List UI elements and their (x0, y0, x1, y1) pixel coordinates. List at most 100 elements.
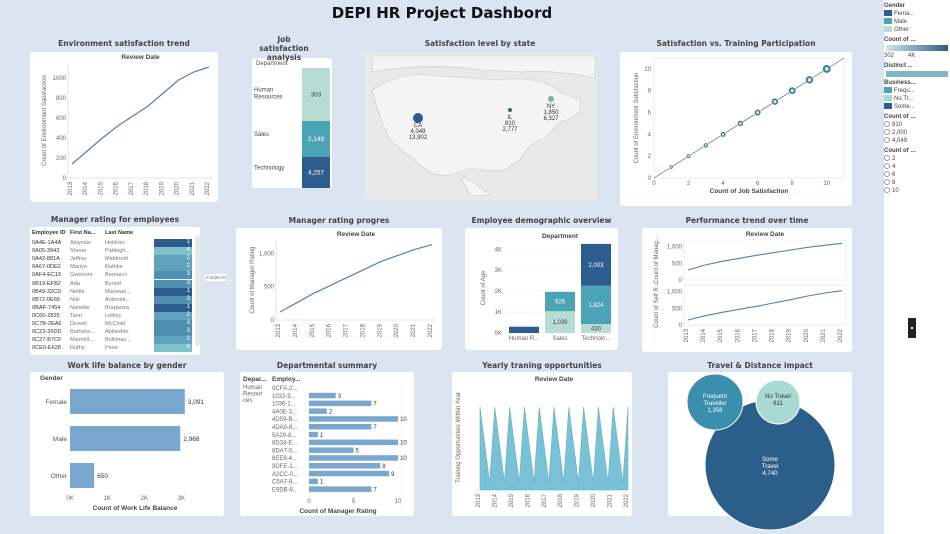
perf-x-tick: 2021 (821, 328, 827, 342)
train-x-tick: 2022 (624, 493, 630, 507)
sat-y-tick: 10 (644, 67, 651, 73)
mgr-table[interactable]: Employee ID First Na... Last Name 0A4E-1A4A… (32, 229, 200, 354)
demo-bar (581, 285, 611, 324)
dept-employee: 4D59-B... (272, 417, 298, 423)
wlb-bar (70, 463, 95, 488)
dept-value: 8 (382, 464, 386, 470)
legend-item[interactable]: Male (884, 18, 950, 26)
legend-item[interactable]: Fema... (884, 10, 950, 18)
mgr-cell-id: 0A05-3943 (32, 248, 60, 255)
legend-item[interactable]: 8 (884, 179, 950, 187)
legend-gradient (886, 45, 948, 51)
dept-bar (309, 408, 327, 414)
mgr-rating-cell: 3 (154, 271, 192, 280)
table-row[interactable]: 0C7B-2EA6 Dewell McCloid 3 (32, 320, 192, 329)
wlb-bar (70, 389, 185, 414)
legend-item[interactable]: 4,049 (884, 137, 950, 145)
table-row[interactable]: 0A42-881A Jeffrey Middmott 2 (32, 255, 192, 264)
legend-item[interactable]: Some... (884, 103, 950, 111)
table-row[interactable]: 0B49-32CD Nettle Manwari... 1 (32, 287, 192, 297)
prog-card[interactable] (236, 228, 442, 350)
legend-item[interactable]: Frequ... (884, 87, 950, 95)
map-value-1: 1,850 (543, 110, 559, 116)
legend-item[interactable]: 6 (884, 171, 950, 179)
map-value-1: 4,049 (410, 129, 426, 135)
legend-item[interactable]: 10 (884, 187, 950, 195)
perf-card[interactable] (642, 228, 852, 352)
perf-series-line (687, 242, 843, 271)
dept-employee: 5A29-8... (272, 433, 297, 439)
map-land-mexico (459, 174, 491, 197)
mgr-col-header[interactable]: First Na... (70, 230, 96, 236)
env-card[interactable] (30, 52, 218, 202)
map-point (508, 108, 512, 112)
table-row[interactable]: 0A05-3943 Shene Pattingh... 4 (32, 247, 192, 256)
table-row[interactable]: 0CE0-E628 Ruthy Pene 4 (32, 344, 192, 353)
perf-y-label: Count of Self R... (654, 282, 660, 328)
job-value: 4,257 (308, 170, 325, 177)
env-x-tick: 2019 (159, 181, 165, 195)
dept-bar (309, 463, 381, 469)
legend-item[interactable]: 2 (884, 155, 950, 163)
mgr-cell-ln: Braganza (105, 304, 129, 311)
demo-bar-label: 2,003 (588, 263, 604, 269)
env-y-tick: 0 (63, 176, 67, 182)
mgr-cell-fn: Ada (70, 280, 80, 287)
legend-item[interactable]: 2,000 (884, 129, 950, 137)
mgr-col-header[interactable]: Last Name (105, 230, 134, 236)
table-row[interactable]: 0B19-EFB2 Ada Byrold 3 (32, 279, 192, 289)
perf-x-tick: 2015 (718, 328, 724, 342)
table-row[interactable]: 0BAF-7454 Nanette Braganza 1 (32, 303, 192, 313)
prog-x-tick: 2022 (428, 323, 434, 337)
map-title: Satisfaction level by state (424, 39, 536, 48)
legend-item[interactable]: No Tr... (884, 95, 950, 103)
mgr-cell-id: 0B49-32CD (32, 288, 62, 295)
mgr-col-header[interactable]: Employee ID (32, 230, 66, 236)
demo-y-tick: 3K (495, 268, 502, 274)
mgr-cell-id: 0AF4-EC15 (32, 272, 62, 279)
legend-item[interactable]: 4 (884, 163, 950, 171)
legend-item[interactable]: Other (884, 26, 950, 34)
mgr-scrollbar[interactable] (195, 236, 200, 346)
table-row[interactable]: 0A4E-1A4A Aloysius Holdran 1 (32, 239, 192, 248)
legend-label: 8 (892, 180, 896, 186)
train-x-tick: 2019 (575, 493, 581, 507)
wlb-bar (70, 426, 181, 451)
dept-name: Resour (243, 392, 262, 398)
demo-bar (581, 324, 611, 333)
legend-swatch (884, 95, 892, 102)
job-label: Sales (254, 132, 269, 138)
perf-x-tick: 2016 (735, 328, 741, 342)
train-title: Yearly traning opportunities (482, 361, 602, 370)
table-row[interactable]: 0C27-B7CF Maxmill... Bollimas... 2 (32, 336, 192, 345)
legend-heading: Count of ... (884, 114, 916, 120)
train-x-tick: 2018 (558, 493, 564, 507)
scroll-handle[interactable] (908, 318, 916, 338)
wlb-subtitle: Gender (40, 375, 63, 382)
legend-panel[interactable]: Gender Fema... Male Other Count of ... 302 4K D… (884, 0, 950, 534)
mgr-rating-cell: 1 (154, 303, 192, 312)
legend-item[interactable]: 810 (884, 121, 950, 129)
table-row[interactable]: 0A67-0DE2 Martyn Rathke 2 (32, 263, 192, 272)
table-row[interactable]: 0C23-26DD Bathshe... Abbeshte 3 (32, 328, 192, 337)
legend-swatch (884, 171, 890, 178)
legend-label: 4 (892, 164, 896, 170)
table-row[interactable]: 0AF4-EC15 Gwenore Bernucci 3 (32, 271, 192, 280)
travel-value: 4,740 (762, 471, 778, 477)
prog-x-tick: 2013 (276, 323, 282, 337)
table-row[interactable]: 0C60-2825 Tann Lettley 2 (32, 311, 192, 321)
dept-employee: C5A7-8... (272, 480, 298, 486)
table-row[interactable]: 0B72-0E66 Noli Antoniot... 3 (32, 295, 192, 305)
dept-value: 7 (373, 487, 377, 493)
